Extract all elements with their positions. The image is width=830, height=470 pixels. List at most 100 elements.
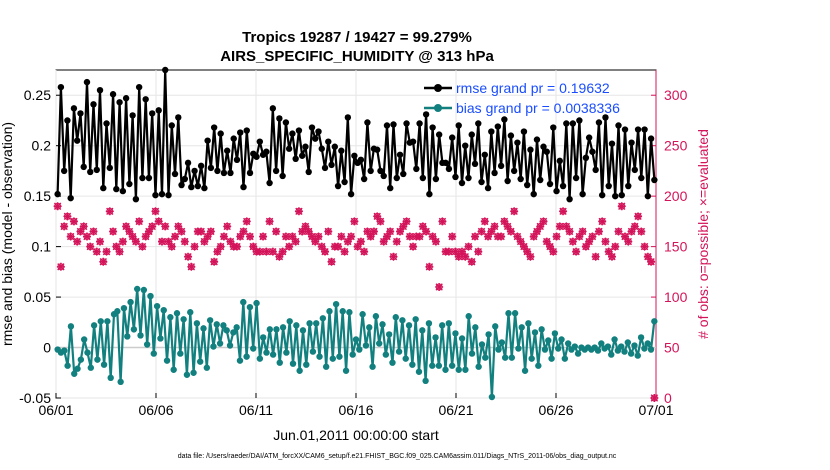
bias-point [64,362,71,369]
obs-evaluated-point [128,232,137,241]
rmse-point [494,123,502,130]
rmse-point [364,119,371,126]
obs-evaluated-point [239,227,248,236]
bias-point [309,348,317,355]
bias-point [472,324,479,331]
obs-evaluated-point [513,232,522,241]
obs-evaluated-point [268,247,277,256]
rmse-point [416,120,423,127]
rmse-line [56,68,656,201]
rmse-point [230,135,237,142]
rmse-point [360,175,368,183]
bias-point [621,348,628,355]
rmse-point [579,190,586,198]
obs-evaluated-point [454,252,463,261]
obs-evaluated-point [56,262,65,271]
obs-evaluated-point [591,252,600,261]
obs-evaluated-point [203,232,212,241]
bias-point [107,374,114,382]
obs-evaluated-point [418,222,427,231]
bias-point [233,324,240,331]
obs-evaluated-point [382,232,391,241]
obs-evaluated-point [565,227,574,236]
y-left-tick-label: 0.05 [24,289,51,305]
chart-subtitle: AIRS_SPECIFIC_HUMIDITY @ 313 hPa [220,48,494,65]
bias-point [395,348,403,355]
bias-point [246,303,254,311]
obs-evaluated-point [294,207,303,216]
obs-evaluated-point [324,227,333,236]
obs-evaluated-point [125,227,134,236]
rmse-point [400,170,407,178]
obs-evaluated-point [386,227,395,236]
bias-point [564,340,572,347]
obs-evaluated-point [92,247,101,256]
obs-evaluated-point [396,227,405,236]
rmse-point [103,120,110,127]
bias-point [147,292,154,300]
bias-point [332,300,340,308]
bias-point [322,363,330,370]
bias-point [349,351,356,358]
obs-evaluated-point [484,232,493,241]
obs-evaluated-point [82,232,91,241]
bias-point [200,325,207,332]
rmse-point [605,182,612,190]
bias-point [389,359,396,366]
obs-evaluated-point [474,247,483,256]
obs-evaluated-point [461,252,470,261]
obs-evaluated-point [480,217,489,226]
bias-point [515,345,522,352]
rmse-point [377,167,384,175]
rmse-point [272,167,280,175]
bias-point [362,342,370,349]
rmse-point [152,191,159,199]
rmse-point [201,184,208,192]
rmse-point [576,117,583,124]
rmse-point [507,132,515,139]
obs-evaluated-point [291,237,300,246]
obs-evaluated-point [523,247,532,256]
rmse-point [266,179,273,187]
obs-evaluated-point [353,242,362,251]
y-left-tick-label: 0.2 [32,138,52,154]
rmse-point [523,181,531,189]
rmse-point [546,180,554,188]
obs-evaluated-point [285,242,294,251]
obs-evaluated-point [63,212,72,221]
obs-evaluated-point [105,207,114,216]
bias-point [183,371,191,378]
rmse-point [246,169,254,177]
rmse-point [73,137,81,144]
bias-point [296,367,303,374]
rmse-point [347,190,355,198]
y-right-tick-label: 0 [664,390,672,406]
bias-point [445,320,453,327]
rmse-point [530,190,537,198]
y-left-tick-label: 0.15 [24,188,51,204]
obs-evaluated-point [405,232,414,241]
bias-point [475,363,482,370]
bias-point [213,321,220,328]
bias-point [170,366,177,373]
obs-evaluated-point [356,237,365,246]
bias-point [558,336,565,343]
rmse-point [455,122,462,129]
rmse-point [302,143,309,150]
bias-point [216,340,224,347]
rmse-point [67,194,74,202]
rmse-point [171,170,179,178]
bias-point [574,350,582,357]
obs-evaluated-point [536,222,545,231]
rmse-point [165,191,172,199]
bias-point [100,361,108,368]
obs-evaluated-point [464,242,473,251]
obs-evaluated-point [647,257,656,266]
obs-evaluated-point [467,257,476,266]
y-axis-left-label: rmse and bias (model - observation) [0,122,15,346]
rmse-point [142,96,149,103]
bias-point [488,393,496,401]
rmse-point [158,190,166,198]
bias-point [256,355,264,362]
bias-point [120,304,128,312]
